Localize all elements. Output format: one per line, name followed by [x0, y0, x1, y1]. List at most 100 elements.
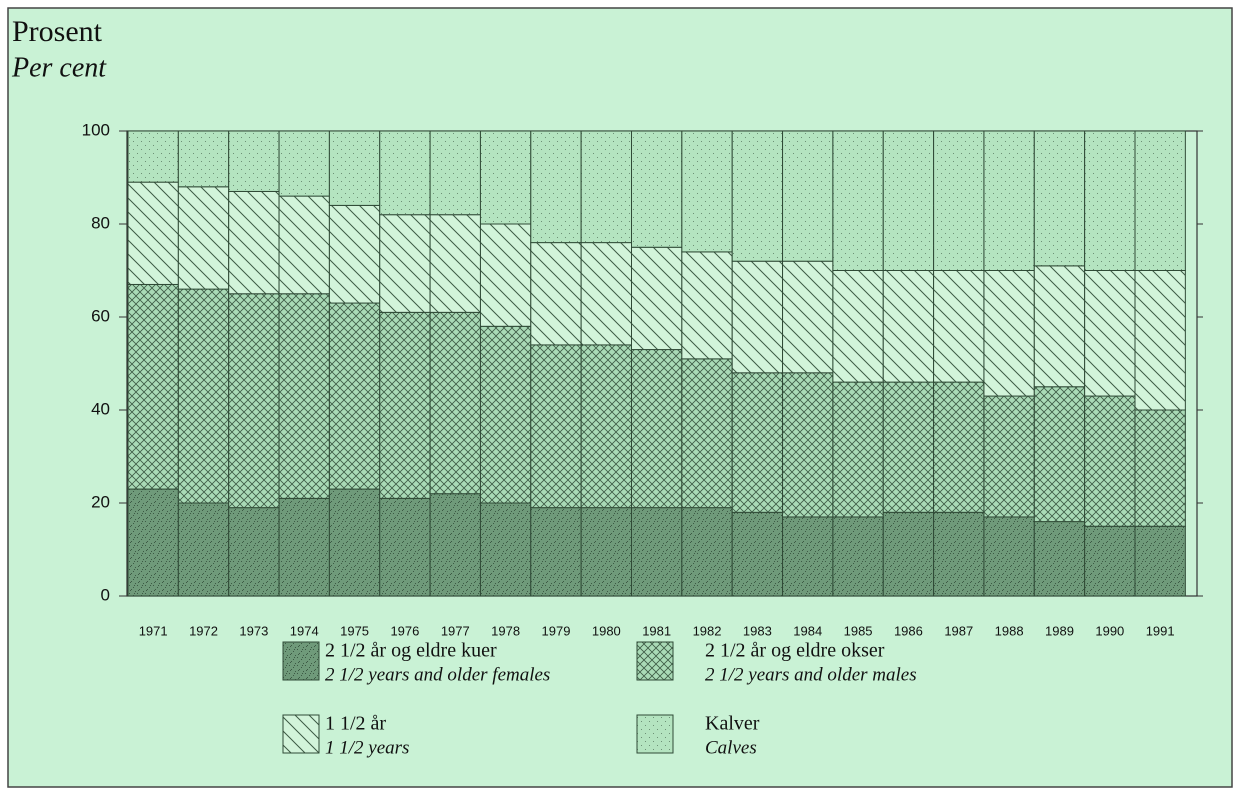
- bar-segment: [278, 195, 330, 295]
- bar-segment: [983, 395, 1035, 518]
- bar-segment: [631, 246, 683, 351]
- bar-segment: [328, 488, 381, 597]
- x-tick-label: 1988: [995, 623, 1024, 638]
- bar-segment: [530, 242, 582, 346]
- x-tick-label: 1979: [542, 623, 571, 638]
- bar-segment: [681, 130, 733, 253]
- bar-segment: [631, 130, 683, 248]
- bar-segment: [832, 516, 884, 597]
- bar-segment: [731, 511, 784, 597]
- bar-segment: [731, 372, 784, 513]
- bar-segment: [882, 511, 935, 597]
- legend-label-en: 2 1/2 years and older males: [705, 664, 917, 685]
- bar-segment: [1033, 130, 1086, 267]
- x-tick-label: 1981: [642, 623, 671, 638]
- bar-segment: [379, 214, 431, 313]
- bar-segment: [782, 260, 834, 374]
- bar-segment: [933, 511, 985, 597]
- legend-label-en: 1 1/2 years: [325, 737, 409, 758]
- bar-segment: [832, 381, 884, 518]
- bar-segment: [832, 270, 884, 383]
- bar-segment: [177, 186, 230, 290]
- x-tick-label: 1983: [743, 623, 772, 638]
- x-tick-label: 1982: [693, 623, 722, 638]
- bar-segment: [782, 516, 834, 597]
- bar-segment: [177, 288, 230, 504]
- bar-segment: [278, 293, 330, 499]
- bar-segment: [429, 130, 481, 216]
- bar-segment: [530, 130, 582, 244]
- bar-segment: [429, 493, 481, 597]
- bar-segment: [379, 311, 431, 499]
- bar-segment: [681, 251, 733, 360]
- bar-segment: [429, 311, 481, 495]
- bar-segment: [177, 502, 230, 597]
- bar-segment: [228, 507, 280, 597]
- bar-segment: [429, 214, 481, 313]
- y-tick-label: 40: [91, 399, 110, 418]
- bar-segment: [479, 325, 532, 504]
- bar-segment: [228, 293, 280, 509]
- bar-segment: [580, 130, 633, 244]
- bar-segment: [1134, 270, 1186, 411]
- bar-segment: [328, 204, 381, 304]
- bar-segment: [228, 130, 280, 192]
- bar-segment: [631, 349, 683, 509]
- legend-label: 2 1/2 år og eldre okser: [705, 640, 885, 662]
- bar-segment: [882, 130, 935, 271]
- bar-segment: [278, 130, 330, 197]
- legend-label: 1 1/2 år: [325, 713, 386, 735]
- x-tick-label: 1980: [592, 623, 621, 638]
- bar-segment: [731, 260, 784, 374]
- bar-segment: [882, 381, 935, 513]
- bar-segment: [127, 283, 179, 490]
- bar-segment: [681, 507, 733, 597]
- bar-segment: [479, 502, 532, 597]
- bar-segment: [1033, 265, 1086, 388]
- bar-segment: [983, 130, 1035, 271]
- bar-segment: [1033, 521, 1086, 597]
- bar-segment: [530, 507, 582, 597]
- bar-segment: [1134, 525, 1186, 597]
- x-tick-label: 1985: [844, 623, 873, 638]
- x-tick-label: 1972: [189, 623, 218, 638]
- bar-segment: [228, 190, 280, 295]
- legend-label: Kalver: [705, 713, 760, 735]
- bar-segment: [278, 497, 330, 597]
- bar-segment: [1084, 395, 1136, 527]
- x-tick-label: 1991: [1146, 623, 1175, 638]
- bar-segment: [127, 181, 179, 285]
- x-tick-label: 1971: [139, 623, 168, 638]
- bar-segment: [580, 507, 633, 597]
- bar-segment: [177, 130, 230, 188]
- legend-swatch: [282, 641, 320, 681]
- bar-segment: [479, 223, 532, 327]
- x-tick-label: 1990: [1095, 623, 1124, 638]
- legend-swatch: [636, 714, 674, 754]
- y-axis-label: Prosent: [12, 15, 103, 48]
- y-tick-label: 100: [82, 120, 110, 139]
- bar-segment: [681, 358, 733, 509]
- legend-label: 2 1/2 år og eldre kuer: [325, 640, 497, 662]
- bar-segment: [933, 270, 985, 383]
- x-tick-label: 1974: [290, 623, 319, 638]
- legend-label-en: 2 1/2 years and older females: [325, 664, 550, 685]
- bar-segment: [328, 302, 381, 490]
- bar-segment: [1084, 130, 1136, 271]
- bar-segment: [882, 270, 935, 383]
- bar-segment: [479, 130, 532, 225]
- bar-segment: [782, 130, 834, 262]
- y-tick-label: 80: [91, 213, 110, 232]
- bar-segment: [1033, 386, 1086, 523]
- y-tick-label: 60: [91, 306, 110, 325]
- bar-segment: [1134, 130, 1186, 271]
- bar-segment: [983, 270, 1035, 397]
- bar-segment: [832, 130, 884, 271]
- bar-segment: [328, 130, 381, 206]
- x-tick-label: 1986: [894, 623, 923, 638]
- legend-label-en: Calves: [705, 737, 757, 758]
- x-tick-label: 1987: [944, 623, 973, 638]
- bar-segment: [379, 497, 431, 597]
- x-tick-label: 1973: [239, 623, 268, 638]
- y-axis-label-en: Per cent: [11, 52, 107, 83]
